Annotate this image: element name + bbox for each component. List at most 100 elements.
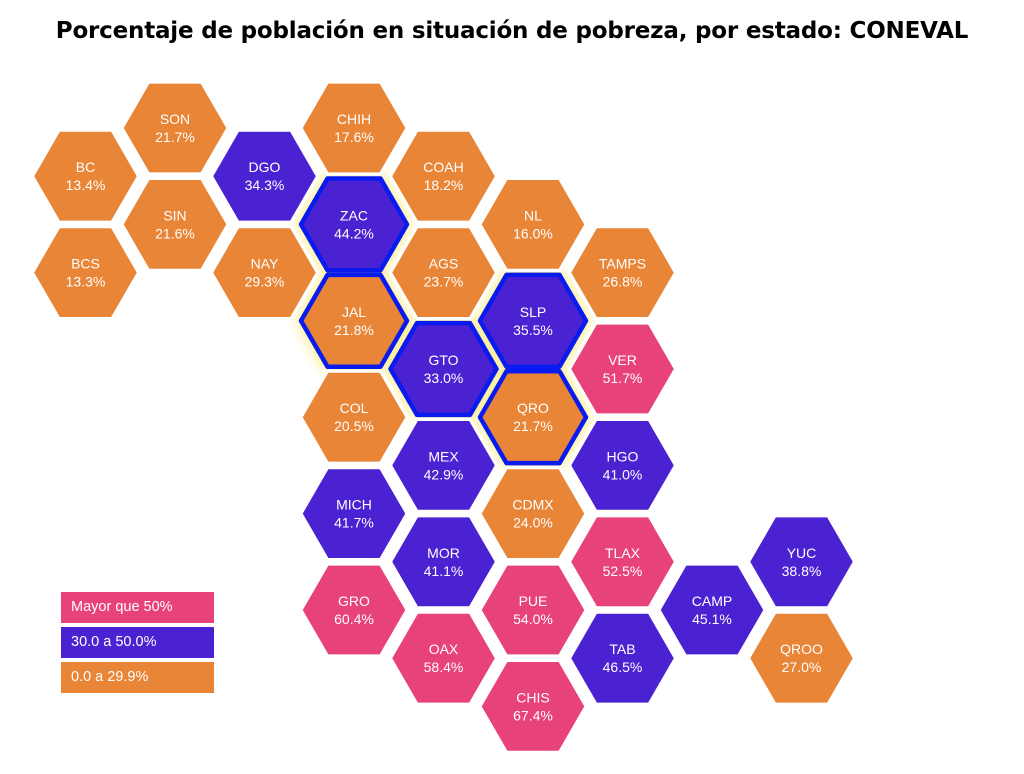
state-code-label: GTO: [428, 352, 458, 368]
state-tile-nay: NAY 29.3%: [209, 225, 320, 320]
state-tile-oax: OAX 58.4%: [388, 610, 499, 706]
highlight-region-outline: [298, 176, 589, 466]
state-code-label: SON: [160, 111, 190, 127]
legend-item-mid: 30.0 a 50.0%: [61, 627, 214, 658]
hex-mich: [299, 466, 409, 561]
hex-bcs: [30, 225, 141, 320]
hex-tab: [567, 610, 678, 706]
state-code-label: MICH: [336, 497, 372, 513]
state-code-label: ZAC: [340, 207, 368, 223]
state-value-label: 27.0%: [782, 659, 822, 675]
hex-nl: [478, 177, 588, 272]
state-code-label: COAH: [423, 159, 463, 175]
state-value-label: 16.0%: [513, 225, 553, 241]
state-code-label: GRO: [338, 593, 370, 609]
legend-item-low: 0.0 a 29.9%: [61, 662, 214, 693]
state-tile-tlax: TLAX 52.5%: [567, 514, 678, 610]
state-code-label: CAMP: [692, 593, 732, 609]
state-tile-ver: VER 51.7%: [567, 321, 678, 417]
hex-tlax: [567, 514, 678, 610]
state-value-label: 52.5%: [603, 563, 643, 579]
state-value-label: 34.3%: [245, 177, 285, 193]
hex-pue: [478, 562, 588, 658]
state-code-label: MEX: [428, 448, 459, 464]
state-value-label: 13.4%: [66, 177, 106, 193]
state-value-label: 60.4%: [334, 611, 374, 627]
state-tile-mor: MOR 41.1%: [388, 514, 499, 610]
state-code-label: BC: [76, 159, 95, 175]
state-tiles: SON 21.7% BC 13.4% SIN 21.6% BCS 13.3% CHIH 17.6%…: [30, 80, 857, 754]
state-value-label: 51.7%: [603, 370, 643, 386]
map-title: Porcentaje de población en situación de …: [55, 18, 969, 44]
state-value-label: 21.8%: [334, 322, 374, 338]
state-value-label: 21.7%: [513, 418, 553, 434]
hex-ags: [388, 225, 499, 320]
state-code-label: BCS: [71, 256, 100, 272]
state-value-label: 21.7%: [155, 129, 195, 145]
state-tile-ags: AGS 23.7%: [388, 225, 499, 320]
state-tile-sin: SIN 21.6%: [120, 177, 230, 272]
state-code-label: TAB: [609, 641, 635, 657]
state-value-label: 42.9%: [424, 466, 464, 482]
state-code-label: MOR: [427, 545, 460, 561]
hex-chih: [299, 80, 409, 176]
state-value-label: 41.0%: [603, 466, 643, 482]
state-value-label: 13.3%: [66, 274, 106, 290]
state-value-label: 54.0%: [513, 611, 553, 627]
state-value-label: 38.8%: [782, 563, 822, 579]
hex-nay: [209, 225, 320, 320]
state-tile-hgo: HGO 41.0%: [567, 418, 678, 513]
state-value-label: 35.5%: [513, 322, 553, 338]
state-tile-pue: PUE 54.0%: [478, 562, 588, 658]
state-tile-chis: CHIS 67.4%: [478, 659, 588, 754]
state-code-label: QRO: [517, 400, 549, 416]
state-code-label: AGS: [429, 256, 459, 272]
state-code-label: QROO: [780, 641, 823, 657]
hex-bc: [30, 128, 141, 224]
hex-sin: [120, 177, 230, 272]
state-code-label: NAY: [251, 256, 279, 272]
hex-hgo: [567, 418, 678, 513]
hex-gro: [299, 562, 409, 658]
hex-oax: [388, 610, 499, 706]
state-value-label: 26.8%: [603, 274, 643, 290]
state-value-label: 33.0%: [424, 370, 464, 386]
state-tile-tab: TAB 46.5%: [567, 610, 678, 706]
state-tile-nl: NL 16.0%: [478, 177, 588, 272]
state-value-label: 45.1%: [692, 611, 732, 627]
highlight-outline: [298, 176, 589, 466]
state-tile-col: COL 20.5%: [299, 369, 409, 465]
state-tile-camp: CAMP 45.1%: [657, 562, 767, 658]
state-value-label: 67.4%: [513, 707, 553, 723]
hex-col: [299, 369, 409, 465]
state-value-label: 58.4%: [424, 659, 464, 675]
state-tile-tamps: TAMPS 26.8%: [567, 225, 678, 320]
state-code-label: SLP: [520, 304, 546, 320]
hex-qroo: [746, 610, 857, 706]
state-tile-coah: COAH 18.2%: [388, 128, 499, 224]
state-value-label: 20.5%: [334, 418, 374, 434]
hex-mor: [388, 514, 499, 610]
state-code-label: OAX: [429, 641, 459, 657]
state-value-label: 41.1%: [424, 563, 464, 579]
state-tile-qroo: QROO 27.0%: [746, 610, 857, 706]
hex-son: [120, 80, 230, 176]
state-code-label: NL: [524, 207, 542, 223]
state-value-label: 46.5%: [603, 659, 643, 675]
state-tile-cdmx: CDMX 24.0%: [478, 466, 588, 561]
hex-camp: [657, 562, 767, 658]
hex-tamps: [567, 225, 678, 320]
state-value-label: 23.7%: [424, 274, 464, 290]
state-code-label: CHIS: [516, 689, 549, 705]
state-tile-bc: BC 13.4%: [30, 128, 141, 224]
state-code-label: YUC: [787, 545, 817, 561]
state-code-label: TLAX: [605, 545, 641, 561]
state-value-label: 24.0%: [513, 515, 553, 531]
state-code-label: TAMPS: [599, 256, 646, 272]
state-value-label: 18.2%: [424, 177, 464, 193]
state-code-label: COL: [340, 400, 369, 416]
hex-dgo: [209, 128, 320, 224]
state-tile-bcs: BCS 13.3%: [30, 225, 141, 320]
state-code-label: CDMX: [512, 497, 554, 513]
